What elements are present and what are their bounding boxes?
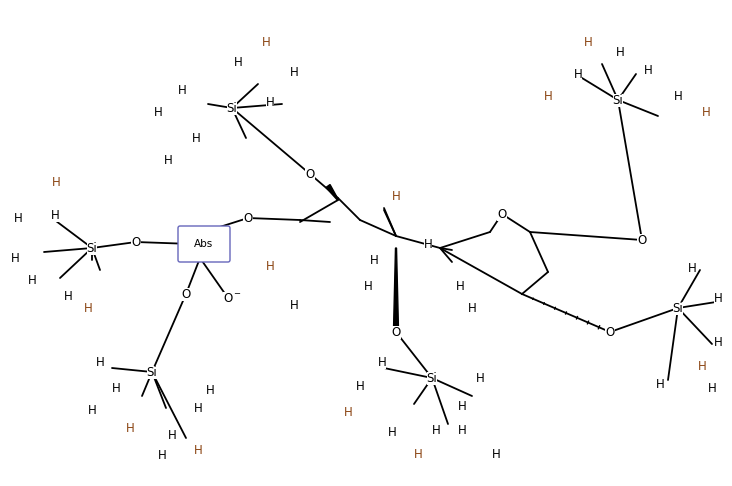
- Text: H: H: [458, 423, 466, 436]
- Text: Si: Si: [613, 93, 624, 106]
- Text: H: H: [290, 298, 299, 312]
- Text: H: H: [643, 64, 652, 76]
- Text: H: H: [492, 448, 501, 461]
- Text: H: H: [673, 89, 682, 103]
- Text: H: H: [96, 355, 105, 368]
- Text: H: H: [364, 279, 373, 293]
- Text: H: H: [468, 301, 477, 314]
- Text: O: O: [182, 288, 190, 300]
- Text: H: H: [698, 360, 706, 372]
- Text: H: H: [370, 254, 378, 266]
- Polygon shape: [394, 248, 398, 330]
- FancyBboxPatch shape: [178, 226, 230, 262]
- Text: H: H: [687, 261, 696, 275]
- Text: O: O: [243, 211, 253, 225]
- Text: H: H: [192, 132, 201, 144]
- Text: H: H: [392, 190, 400, 203]
- Text: H: H: [11, 251, 19, 264]
- Text: O: O: [497, 208, 507, 221]
- Text: H: H: [424, 238, 433, 250]
- Text: H: H: [414, 448, 422, 461]
- Text: H: H: [702, 105, 710, 119]
- Text: H: H: [458, 399, 466, 413]
- Text: H: H: [168, 429, 176, 441]
- Text: H: H: [28, 274, 37, 287]
- Text: H: H: [52, 175, 60, 189]
- Text: H: H: [64, 290, 72, 302]
- Text: H: H: [14, 211, 23, 225]
- Text: H: H: [656, 378, 665, 390]
- Text: H: H: [388, 426, 396, 438]
- Text: −: −: [234, 290, 241, 298]
- Text: O: O: [392, 326, 400, 339]
- Text: H: H: [154, 105, 163, 119]
- Text: H: H: [266, 260, 274, 273]
- Text: H: H: [356, 380, 365, 393]
- Text: O: O: [131, 236, 141, 248]
- Text: H: H: [290, 66, 299, 79]
- Text: H: H: [234, 55, 242, 69]
- Text: H: H: [378, 355, 386, 368]
- Text: H: H: [194, 401, 202, 415]
- Text: H: H: [126, 421, 135, 434]
- Polygon shape: [326, 185, 338, 200]
- Text: H: H: [206, 383, 214, 397]
- Text: H: H: [616, 46, 624, 58]
- Text: O: O: [223, 292, 233, 305]
- Text: O: O: [605, 326, 615, 339]
- Text: H: H: [714, 335, 722, 348]
- Text: H: H: [51, 208, 59, 222]
- Text: H: H: [455, 279, 464, 293]
- Text: H: H: [261, 35, 270, 49]
- Text: H: H: [164, 154, 172, 167]
- Text: Abs: Abs: [195, 239, 214, 249]
- Text: Si: Si: [86, 242, 97, 255]
- Text: H: H: [476, 371, 485, 384]
- Text: H: H: [111, 382, 120, 395]
- Text: H: H: [708, 382, 717, 395]
- Text: O: O: [305, 168, 315, 180]
- Text: H: H: [544, 89, 553, 103]
- Text: H: H: [194, 444, 202, 456]
- Text: H: H: [157, 449, 166, 462]
- Text: Si: Si: [227, 102, 237, 115]
- Text: Si: Si: [427, 371, 438, 384]
- Text: H: H: [574, 68, 583, 81]
- Text: H: H: [83, 301, 92, 314]
- Text: O: O: [638, 233, 646, 246]
- Text: Si: Si: [146, 365, 157, 379]
- Text: H: H: [88, 403, 97, 417]
- Text: H: H: [178, 84, 187, 97]
- Text: H: H: [432, 423, 441, 436]
- Text: H: H: [714, 292, 722, 305]
- Text: H: H: [266, 96, 274, 108]
- Text: Si: Si: [673, 301, 684, 314]
- Text: H: H: [583, 35, 592, 49]
- Text: H: H: [343, 405, 352, 418]
